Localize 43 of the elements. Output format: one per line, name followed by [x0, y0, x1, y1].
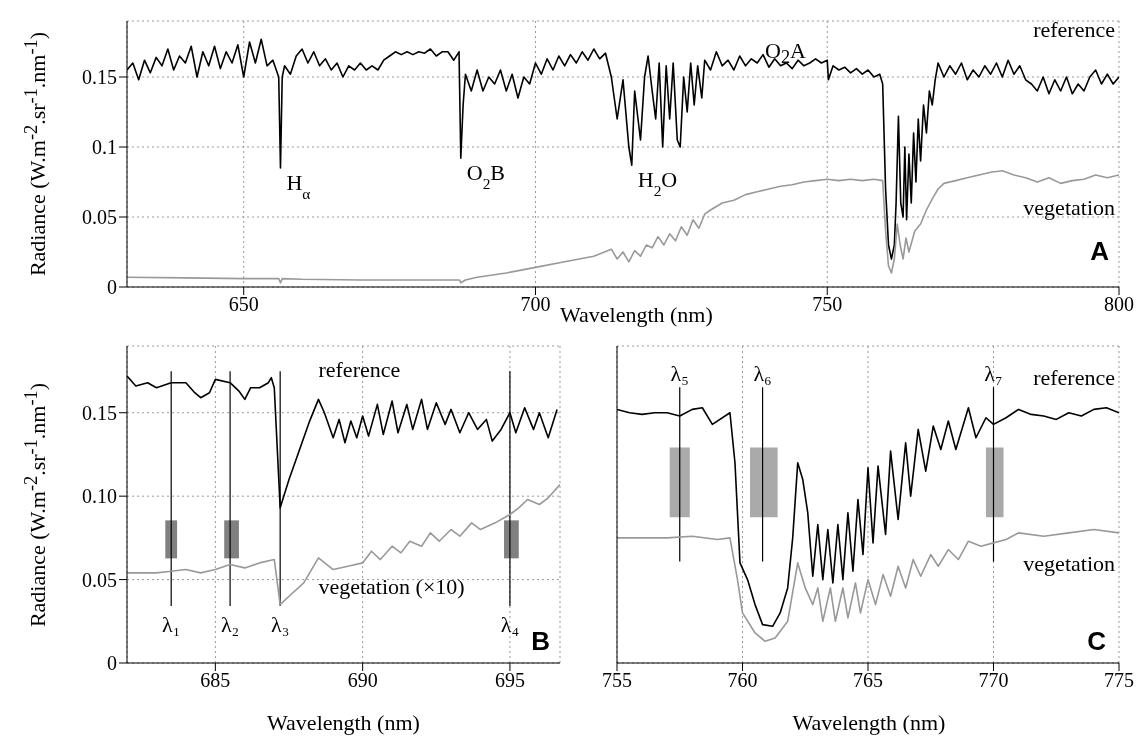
y-tick-label: 0.10 [82, 485, 117, 508]
x-tick-label: 750 [812, 293, 843, 316]
x-tick-label: 695 [494, 669, 525, 692]
series-label: vegetation (×10) [318, 573, 465, 599]
series-label: reference [318, 357, 401, 383]
x-tick-label: 760 [727, 669, 758, 692]
x-tick-label: 770 [978, 669, 1009, 692]
x-tick-label: 765 [853, 669, 883, 692]
annotation: H$_{2}$O [637, 167, 678, 199]
x-axis-title: Wavelength (nm) [560, 302, 713, 328]
ref-line-label: λ₂ [220, 611, 240, 637]
y-tick-label: 0.15 [82, 66, 117, 89]
x-tick-label: 775 [1104, 669, 1134, 692]
x-axis-title: Wavelength (nm) [791, 710, 947, 736]
y-tick-label: 0 [107, 276, 117, 299]
y-tick-label: 0.15 [82, 401, 117, 424]
annotation: O$_{2}$A [765, 38, 806, 69]
y-tick-label: 0.1 [92, 136, 117, 159]
ref-line-label: λ₁ [162, 611, 181, 637]
series-label: reference [1033, 364, 1115, 390]
series-label: vegetation [1023, 195, 1115, 220]
x-tick-label: 700 [520, 293, 551, 316]
annotation: B [531, 626, 550, 657]
ref-line-label: λ₇ [984, 361, 1003, 387]
y-tick-label: 0 [107, 652, 117, 675]
ref-line-label: λ₅ [670, 361, 689, 387]
x-axis-title: Wavelength (nm) [266, 710, 421, 736]
x-tick-label: 650 [228, 293, 259, 316]
series-label: reference [1033, 17, 1115, 42]
ref-line-label: λ₄ [500, 611, 520, 637]
ref-line-label: λ₆ [753, 361, 772, 387]
annotation: C [1087, 626, 1106, 657]
y-tick-label: 0.05 [82, 568, 117, 591]
x-tick-label: 685 [200, 669, 231, 692]
series-label: vegetation [1023, 550, 1115, 576]
x-tick-label: 690 [347, 669, 378, 692]
x-tick-label: 755 [602, 669, 632, 692]
annotation: H$_{α}$ [286, 170, 311, 202]
x-tick-label: 800 [1104, 293, 1134, 316]
ref-line-label: λ₃ [271, 611, 290, 637]
annotation: O$_{2}$B [466, 160, 506, 192]
y-tick-label: 0.05 [82, 206, 117, 229]
annotation: A [1090, 236, 1109, 267]
